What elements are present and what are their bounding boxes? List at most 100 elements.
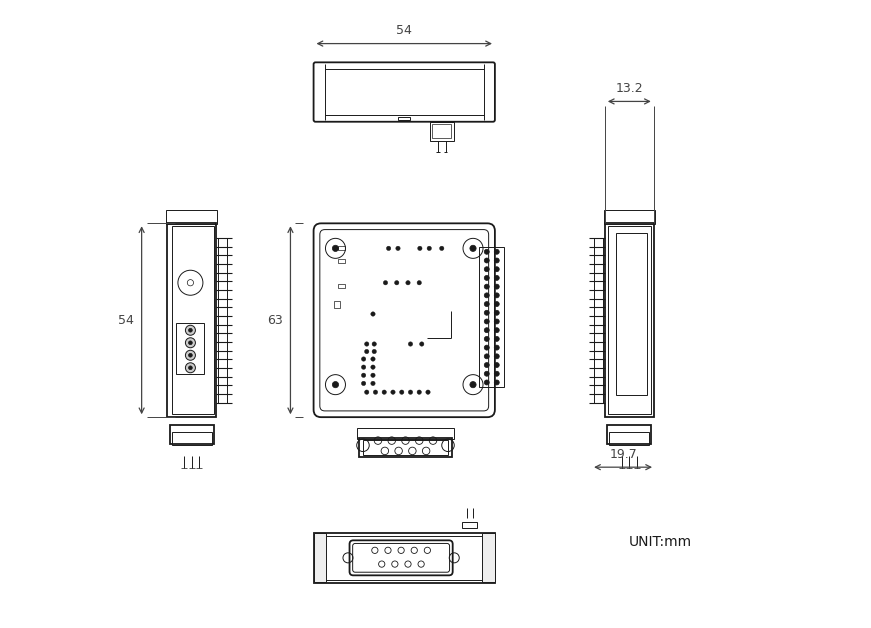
Circle shape <box>374 390 378 394</box>
Text: 63: 63 <box>267 314 283 327</box>
Circle shape <box>371 381 375 386</box>
Bar <box>317 536 491 580</box>
Circle shape <box>494 362 499 367</box>
Circle shape <box>427 246 431 251</box>
Circle shape <box>484 337 490 342</box>
Circle shape <box>365 390 369 394</box>
Bar <box>172 227 213 414</box>
Circle shape <box>494 310 499 315</box>
Circle shape <box>372 342 376 346</box>
Bar <box>166 210 217 224</box>
Circle shape <box>418 246 422 251</box>
Circle shape <box>408 342 413 346</box>
Circle shape <box>484 293 490 298</box>
Circle shape <box>333 382 339 387</box>
Circle shape <box>484 301 490 306</box>
Circle shape <box>484 276 490 281</box>
Circle shape <box>494 284 499 289</box>
Circle shape <box>484 354 490 359</box>
Circle shape <box>365 349 369 354</box>
Circle shape <box>361 357 366 361</box>
Circle shape <box>186 363 195 373</box>
Circle shape <box>484 328 490 333</box>
Bar <box>172 431 212 445</box>
Bar <box>176 323 205 374</box>
Circle shape <box>494 267 499 272</box>
Circle shape <box>494 319 499 324</box>
Text: 13.2: 13.2 <box>616 82 643 95</box>
Circle shape <box>484 362 490 367</box>
Circle shape <box>484 267 490 272</box>
Circle shape <box>188 354 192 357</box>
Circle shape <box>440 246 444 251</box>
Circle shape <box>494 371 499 376</box>
Bar <box>605 224 654 417</box>
Circle shape <box>494 337 499 342</box>
Circle shape <box>494 293 499 298</box>
Circle shape <box>371 365 375 369</box>
Circle shape <box>484 345 490 350</box>
Bar <box>616 233 647 395</box>
Circle shape <box>361 365 366 369</box>
Text: 54: 54 <box>396 24 412 37</box>
Bar <box>608 227 651 414</box>
Circle shape <box>387 246 391 251</box>
Bar <box>338 259 346 263</box>
Text: UNIT:mm: UNIT:mm <box>629 535 692 550</box>
Circle shape <box>420 342 424 346</box>
Bar <box>479 247 504 387</box>
Circle shape <box>484 258 490 263</box>
Bar <box>357 428 454 440</box>
Circle shape <box>406 281 410 285</box>
Bar <box>314 533 326 582</box>
Bar <box>432 124 451 138</box>
Circle shape <box>188 341 192 345</box>
Circle shape <box>494 258 499 263</box>
Circle shape <box>371 357 375 361</box>
Circle shape <box>400 390 404 394</box>
Circle shape <box>484 284 490 289</box>
Circle shape <box>186 325 195 335</box>
Circle shape <box>494 276 499 281</box>
Bar <box>604 210 655 224</box>
Circle shape <box>494 354 499 359</box>
Circle shape <box>382 390 387 394</box>
Circle shape <box>484 310 490 315</box>
Bar <box>610 431 649 445</box>
Text: 54: 54 <box>118 314 134 327</box>
Bar <box>359 438 452 457</box>
Circle shape <box>365 342 369 346</box>
Bar <box>430 122 454 141</box>
Circle shape <box>469 382 476 387</box>
Bar <box>398 117 410 121</box>
Circle shape <box>186 338 195 348</box>
Circle shape <box>395 246 400 251</box>
Circle shape <box>371 312 375 316</box>
Circle shape <box>494 380 499 385</box>
Bar <box>338 246 346 250</box>
Circle shape <box>417 390 422 394</box>
Circle shape <box>484 249 490 254</box>
Circle shape <box>469 245 476 251</box>
Bar <box>483 533 495 582</box>
Circle shape <box>494 249 499 254</box>
Circle shape <box>333 245 339 251</box>
Circle shape <box>494 301 499 306</box>
Bar <box>218 238 226 403</box>
Circle shape <box>484 371 490 376</box>
Circle shape <box>494 345 499 350</box>
Circle shape <box>484 319 490 324</box>
Bar <box>170 425 213 444</box>
Circle shape <box>408 390 413 394</box>
Bar <box>167 224 216 417</box>
Circle shape <box>383 281 388 285</box>
Circle shape <box>391 390 395 394</box>
Circle shape <box>188 366 192 370</box>
Bar <box>334 301 341 308</box>
Bar <box>314 533 495 583</box>
Circle shape <box>371 373 375 377</box>
Bar <box>363 440 448 455</box>
Bar <box>607 425 652 444</box>
Circle shape <box>494 328 499 333</box>
Bar <box>338 284 346 288</box>
